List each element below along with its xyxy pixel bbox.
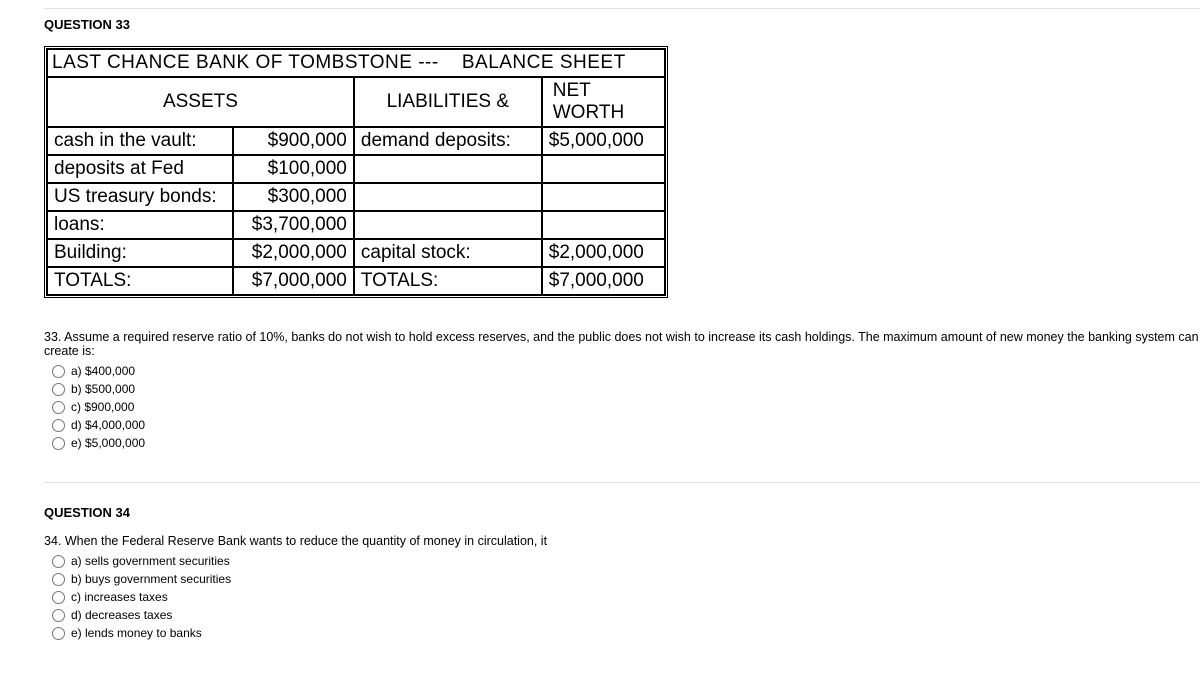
question-33-block: QUESTION 33 LAST CHANCE BANK OF TOMBSTON… [44,8,1200,483]
q33-choice-d[interactable]: d) $4,000,000 [52,418,1200,432]
q34-radio-e[interactable] [52,627,65,640]
r2-liab [354,155,542,183]
r1-amt: $900,000 [233,127,354,155]
hdr-liabilities: LIABILITIES & [354,77,542,127]
r6-amt: $7,000,000 [233,267,354,295]
q34-choice-c-label: c) increases taxes [71,590,168,604]
q33-prompt: 33. Assume a required reserve ratio of 1… [44,330,1200,358]
q33-choice-c-label: c) $900,000 [71,400,134,414]
q34-choice-e-label: e) lends money to banks [71,626,202,640]
q33-choice-d-label: d) $4,000,000 [71,418,145,432]
r6-liab: TOTALS: [354,267,542,295]
r3-amt: $300,000 [233,183,354,211]
question-34-title: QUESTION 34 [44,505,1200,520]
q34-radio-d[interactable] [52,609,65,622]
q33-choice-a-label: a) $400,000 [71,364,135,378]
q34-choice-a[interactable]: a) sells government securities [52,554,1200,568]
r1-liab: demand deposits: [354,127,542,155]
q33-radio-b[interactable] [52,383,65,396]
q33-radio-c[interactable] [52,401,65,414]
q34-choice-c[interactable]: c) increases taxes [52,590,1200,604]
q33-radio-e[interactable] [52,437,65,450]
question-33-title: QUESTION 33 [44,17,1200,32]
q34-radio-c[interactable] [52,591,65,604]
r5-label: Building: [47,239,233,267]
r4-nw [542,211,665,239]
r6-label: TOTALS: [47,267,233,295]
r2-nw [542,155,665,183]
r5-liab: capital stock: [354,239,542,267]
hdr-net-worth: NET WORTH [542,77,665,127]
q33-choice-a[interactable]: a) $400,000 [52,364,1200,378]
q33-choice-e-label: e) $5,000,000 [71,436,145,450]
q34-choice-e[interactable]: e) lends money to banks [52,626,1200,640]
r4-label: loans: [47,211,233,239]
q33-choice-b-label: b) $500,000 [71,382,135,396]
q34-radio-a[interactable] [52,555,65,568]
r4-amt: $3,700,000 [233,211,354,239]
r3-liab [354,183,542,211]
q34-choice-d-label: d) decreases taxes [71,608,172,622]
r3-label: US treasury bonds: [47,183,233,211]
q33-choices: a) $400,000 b) $500,000 c) $900,000 d) $… [52,364,1200,450]
hdr-assets: ASSETS [47,77,354,127]
r3-nw [542,183,665,211]
q33-choice-b[interactable]: b) $500,000 [52,382,1200,396]
q33-radio-d[interactable] [52,419,65,432]
q34-choice-a-label: a) sells government securities [71,554,230,568]
q34-choices: a) sells government securities b) buys g… [52,554,1200,640]
quiz-page: QUESTION 33 LAST CHANCE BANK OF TOMBSTON… [0,0,1200,684]
q34-radio-b[interactable] [52,573,65,586]
q33-choice-c[interactable]: c) $900,000 [52,400,1200,414]
r5-nw: $2,000,000 [542,239,665,267]
r1-label: cash in the vault: [47,127,233,155]
sheet-title-left: LAST CHANCE BANK OF TOMBSTONE --- [52,52,439,73]
balance-sheet-table: LAST CHANCE BANK OF TOMBSTONE --- BALANC… [44,46,668,298]
q34-choice-d[interactable]: d) decreases taxes [52,608,1200,622]
q34-prompt: 34. When the Federal Reserve Bank wants … [44,534,1200,548]
question-34-block: QUESTION 34 34. When the Federal Reserve… [44,505,1200,664]
r5-amt: $2,000,000 [233,239,354,267]
q33-radio-a[interactable] [52,365,65,378]
sheet-title: LAST CHANCE BANK OF TOMBSTONE --- BALANC… [47,49,665,77]
r2-label: deposits at Fed [47,155,233,183]
r2-amt: $100,000 [233,155,354,183]
r6-nw: $7,000,000 [542,267,665,295]
q34-choice-b-label: b) buys government securities [71,572,231,586]
sheet-title-right: BALANCE SHEET [462,52,626,73]
q33-choice-e[interactable]: e) $5,000,000 [52,436,1200,450]
q34-choice-b[interactable]: b) buys government securities [52,572,1200,586]
r4-liab [354,211,542,239]
r1-nw: $5,000,000 [542,127,665,155]
